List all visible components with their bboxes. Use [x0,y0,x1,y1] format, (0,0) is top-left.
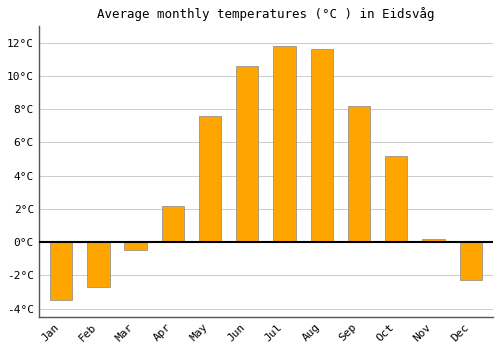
Bar [422,239,444,242]
Bar [87,242,110,287]
Bar [199,116,222,242]
Bar [124,242,147,250]
Bar [162,205,184,242]
Bar [236,66,258,242]
Title: Average monthly temperatures (°C ) in Eidsvåg: Average monthly temperatures (°C ) in Ei… [97,7,434,21]
Bar [274,46,295,242]
Bar [310,49,333,242]
Bar [348,106,370,242]
Bar [460,242,482,280]
Bar [385,156,407,242]
Bar [50,242,72,300]
